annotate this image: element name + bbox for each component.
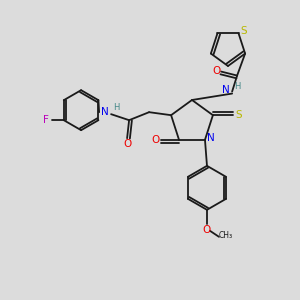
Text: N: N (207, 133, 215, 143)
Text: O: O (151, 135, 159, 145)
Text: S: S (236, 110, 242, 120)
Text: N: N (101, 107, 109, 117)
Text: F: F (43, 115, 49, 125)
Text: H: H (234, 82, 240, 91)
Text: S: S (240, 26, 247, 36)
Text: H: H (113, 103, 119, 112)
Text: O: O (123, 139, 131, 149)
Text: CH₃: CH₃ (219, 231, 233, 240)
Text: O: O (203, 225, 211, 235)
Text: N: N (222, 85, 230, 94)
Text: O: O (212, 66, 220, 76)
